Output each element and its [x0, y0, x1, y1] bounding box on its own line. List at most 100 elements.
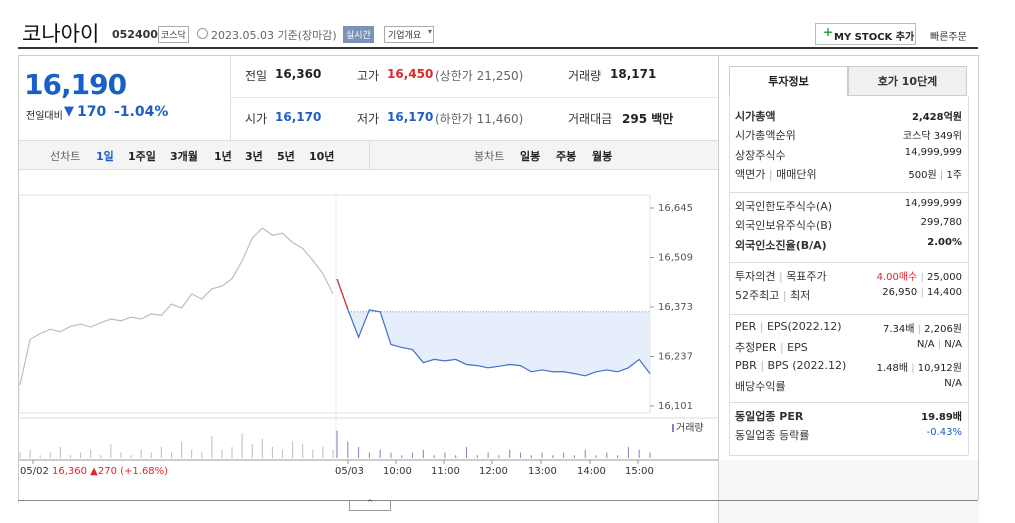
- side-label-part: 배당수익률: [735, 379, 786, 393]
- summary-label: 시가: [245, 112, 268, 126]
- mystock-button[interactable]: [815, 23, 916, 45]
- side-label: 추정PER | EPS: [735, 339, 808, 355]
- mystock-label[interactable]: MY STOCK 추가: [834, 32, 915, 43]
- side-label-part: 외국인한도주식수(A): [735, 200, 833, 213]
- header-rule: [18, 47, 978, 49]
- side-value: 14,999,999: [905, 198, 962, 209]
- separator: |: [765, 167, 777, 181]
- overview-button[interactable]: 기업개요: [384, 26, 435, 43]
- side-value-part: 25,000: [927, 272, 962, 283]
- realtime-badge[interactable]: 실시간: [343, 26, 374, 43]
- summary-label: 거래대금: [568, 112, 613, 126]
- summary-value: 16,360: [275, 67, 322, 81]
- side-label: 외국인한도주식수(A): [735, 198, 832, 214]
- volume-legend-swatch: [672, 424, 674, 432]
- side-value: 26,950 | 14,400: [882, 287, 962, 298]
- volume-legend: 거래량: [676, 422, 704, 434]
- side-label-part: 추정PER: [735, 341, 777, 355]
- candle-tab[interactable]: 일봉: [520, 150, 541, 163]
- x-tick-label: 15:00: [625, 466, 654, 477]
- summary-value: 295 백만: [622, 112, 674, 126]
- tab-bar: [19, 140, 718, 170]
- group-rule: [729, 262, 968, 263]
- prev-day-info: 16,360 ▲270 (+1.68%): [52, 466, 168, 477]
- dropdown-arrow: ▾: [428, 27, 433, 36]
- separator: |: [914, 324, 925, 335]
- side-value: 2.00%: [927, 237, 962, 248]
- x-tick-label: 10:00: [383, 466, 412, 477]
- side-value-part: N/A: [944, 377, 962, 389]
- y-tick-label: 16,237: [658, 352, 693, 363]
- summary-divider: [230, 56, 231, 140]
- side-label: 투자의견 | 목표주가: [735, 268, 827, 284]
- main-frame: [18, 55, 718, 503]
- side-value-part: 14,999,999: [904, 146, 962, 158]
- down-arrow: ▼: [64, 104, 74, 119]
- quick-order[interactable]: 빠른주문: [930, 32, 967, 43]
- side-label-part: 매매단위: [776, 167, 817, 181]
- clock-icon: [197, 28, 208, 39]
- area-fill: [347, 309, 650, 376]
- price-line: [336, 278, 651, 377]
- side-value: 코스닥 349위: [903, 127, 962, 142]
- group-rule: [729, 402, 968, 403]
- summary-label: 거래량: [568, 69, 602, 83]
- side-value: 1.48배 | 10,912원: [877, 359, 962, 374]
- top-frame: [718, 55, 978, 56]
- period-tab[interactable]: 3년: [245, 150, 263, 163]
- side-label-part: 동일업종 PER: [735, 410, 804, 423]
- separator: |: [775, 270, 787, 283]
- price-line: [19, 227, 334, 386]
- side-value-part: 코스닥 349위: [902, 131, 962, 143]
- summary-row-rule: [231, 97, 718, 98]
- candle-tab[interactable]: 주봉: [556, 150, 577, 163]
- period-tab[interactable]: 3개월: [170, 150, 198, 163]
- side-label-part: 52주최고: [735, 289, 780, 303]
- side-value-part: 26,950: [882, 287, 918, 299]
- change-amount: 170: [77, 104, 107, 120]
- stock-name: 코나아이: [22, 22, 100, 46]
- summary-value: 16,170: [387, 110, 434, 124]
- period-tab[interactable]: 1일: [96, 150, 114, 163]
- summary-label: 저가: [357, 112, 380, 126]
- side-label-part: 시가총액: [735, 110, 776, 123]
- side-label: 외국인보유주식수(B): [735, 217, 832, 233]
- bottom-rule: [18, 500, 978, 501]
- side-tab[interactable]: 투자정보: [729, 66, 848, 96]
- summary-label: 전일: [245, 69, 268, 83]
- y-tick-label: 16,645: [658, 203, 693, 214]
- side-label: 동일업종 등락률: [735, 427, 809, 443]
- candle-tab[interactable]: 월봉: [592, 150, 613, 163]
- summary-value: 16,170: [275, 110, 322, 124]
- side-label-part: EPS: [787, 341, 808, 355]
- period-tab[interactable]: 5년: [277, 150, 295, 163]
- side-value-part: 299,780: [920, 217, 962, 229]
- side-value: 2,428억원: [912, 108, 962, 123]
- side-box-right: [968, 96, 969, 455]
- right-frame: [978, 55, 979, 500]
- market-badge: 코스닥: [158, 26, 189, 43]
- side-label-part: PBR: [735, 358, 757, 372]
- side-value: N/A: [944, 378, 962, 389]
- summary-label: 고가: [357, 69, 380, 83]
- line-chart-label: 선차트: [50, 150, 81, 163]
- side-label: 외국인소진율(B/A): [735, 237, 827, 253]
- side-label-part: 목표주가: [786, 270, 827, 283]
- period-tab[interactable]: 1주일: [128, 150, 156, 163]
- x-tick-label: 11:00: [431, 466, 460, 477]
- change-rate: -1.04%: [114, 104, 169, 120]
- change-label: 전일대비: [26, 111, 63, 122]
- side-value-part: 19.89배: [921, 412, 962, 423]
- side-tab[interactable]: 호가 10단계: [848, 66, 967, 96]
- tab-divider: [369, 140, 370, 170]
- period-tab[interactable]: 1년: [214, 150, 232, 163]
- period-tab[interactable]: 10년: [309, 150, 335, 163]
- side-value: 4.00매수 | 25,000: [877, 268, 962, 283]
- collapse-button[interactable]: ⌃: [349, 500, 391, 511]
- side-value-part: 2.00%: [927, 236, 962, 248]
- side-label-part: 동일업종 등락률: [735, 429, 810, 443]
- summary-value: 18,171: [610, 67, 657, 81]
- side-label: 동일업종 PER: [735, 408, 803, 424]
